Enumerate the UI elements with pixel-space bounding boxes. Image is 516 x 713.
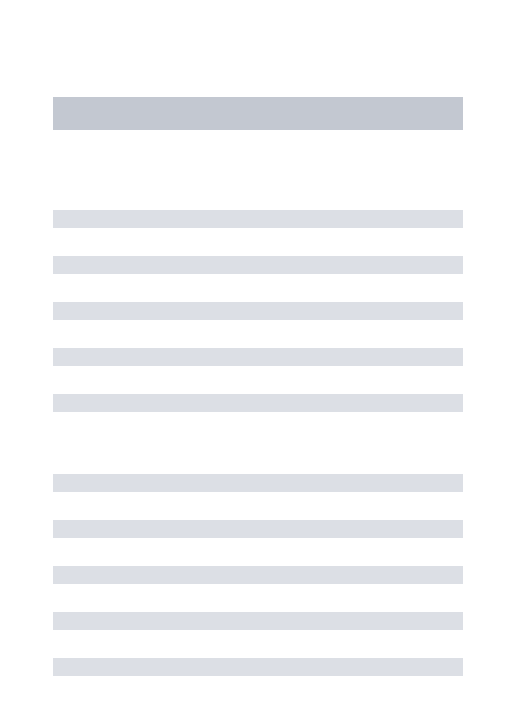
header-placeholder-bar [53,97,463,130]
line-groups-wrapper [53,210,463,676]
placeholder-line [53,256,463,274]
placeholder-line [53,348,463,366]
placeholder-line [53,474,463,492]
placeholder-line [53,520,463,538]
line-group [53,474,463,676]
placeholder-line [53,566,463,584]
skeleton-container [0,0,516,676]
placeholder-line [53,302,463,320]
placeholder-line [53,612,463,630]
placeholder-line [53,658,463,676]
line-group [53,210,463,412]
group-gap [53,412,463,474]
placeholder-line [53,394,463,412]
placeholder-line [53,210,463,228]
